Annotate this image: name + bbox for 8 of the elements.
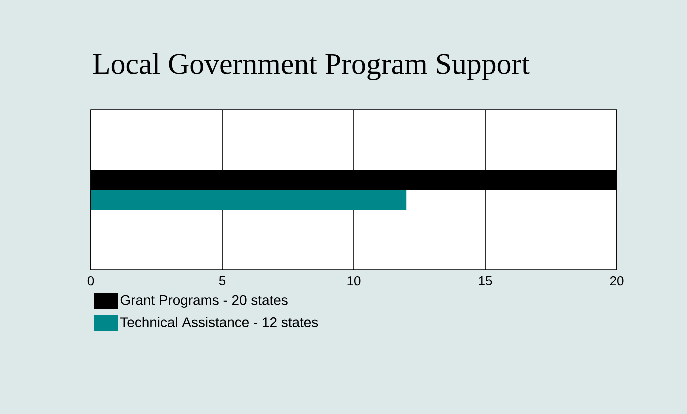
x-tick-label: 20 <box>610 276 624 286</box>
legend-label: Grant Programs - 20 states <box>120 295 288 308</box>
x-tick-label: 0 <box>88 276 94 286</box>
x-tick-label: 5 <box>219 276 226 286</box>
x-tick-label: 10 <box>348 276 361 286</box>
chart-title: Local Government Program Support <box>93 53 530 81</box>
x-tick-label: 15 <box>479 276 492 286</box>
legend-label: Technical Assistance - 12 states <box>120 317 318 328</box>
